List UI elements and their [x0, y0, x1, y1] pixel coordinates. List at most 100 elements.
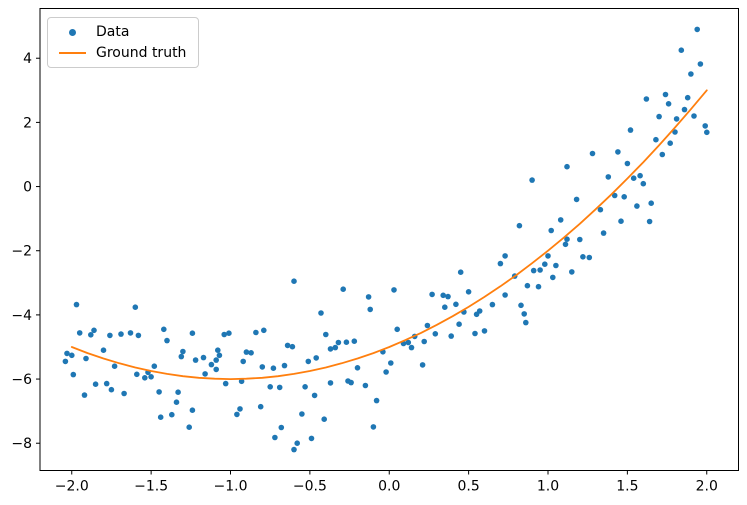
- scatter-point: [335, 339, 342, 346]
- scatter-point: [221, 331, 227, 338]
- scatter-point: [553, 262, 559, 269]
- scatter-point: [175, 389, 181, 396]
- scatter-point: [465, 289, 472, 295]
- ground-truth-curve: [70, 89, 708, 380]
- legend-label-ground-truth: Ground truth: [96, 45, 187, 61]
- scatter-point: [305, 358, 312, 365]
- scatter-point: [318, 310, 324, 316]
- legend: Data Ground truth: [47, 17, 200, 68]
- scatter-point: [678, 47, 685, 53]
- scatter-point: [535, 283, 542, 290]
- scatter-point: [502, 253, 508, 259]
- scatter-point: [111, 363, 118, 370]
- scatter-point: [597, 206, 604, 213]
- scatter-point: [502, 292, 508, 298]
- scatter-point: [276, 384, 283, 391]
- scatter-point: [457, 269, 464, 276]
- scatter-point: [646, 218, 653, 225]
- scatter-point: [148, 374, 154, 380]
- scatter-point: [108, 386, 115, 393]
- scatter-point: [327, 346, 334, 352]
- scatter-point: [189, 330, 196, 337]
- scatter-point: [240, 358, 246, 365]
- scatter-point: [523, 319, 529, 326]
- scatter-point: [569, 269, 575, 275]
- x-axis-tick-label: 1.0: [537, 479, 559, 495]
- scatter-point: [615, 149, 621, 155]
- scatter-point: [621, 194, 627, 200]
- scatter-point: [127, 330, 134, 336]
- scatter-point: [391, 287, 397, 293]
- y-axis-tick-label: 2: [23, 115, 32, 131]
- y-axis-tick-label: 4: [23, 51, 32, 67]
- scatter-point: [343, 339, 350, 346]
- scatter-point: [672, 129, 678, 135]
- scatter-point: [70, 371, 77, 378]
- scatter-point: [453, 301, 459, 308]
- scatter-point: [456, 321, 462, 328]
- scatter-point: [164, 337, 170, 344]
- scatter-point: [564, 236, 570, 242]
- scatter-point: [643, 96, 650, 102]
- scatter-point: [421, 338, 428, 345]
- scatter-point: [291, 446, 297, 453]
- scatter-point: [537, 267, 543, 273]
- scatter-point: [589, 150, 596, 157]
- scatter-point: [370, 424, 377, 430]
- y-axis-tick-label: −4: [11, 308, 32, 324]
- scatter-point: [327, 380, 334, 386]
- scatter-point: [564, 163, 570, 170]
- scatter-point: [497, 260, 504, 267]
- scatter-point: [365, 294, 372, 300]
- y-axis-tick-label: −6: [11, 372, 32, 388]
- scatter-point: [550, 274, 556, 281]
- scatter-point: [627, 127, 634, 133]
- scatter-point: [405, 339, 412, 346]
- scatter-point: [121, 390, 127, 397]
- scatter-point: [299, 411, 305, 417]
- x-axis-tick-label: −2.0: [55, 479, 89, 495]
- scatter-point: [545, 253, 551, 259]
- scatter-point: [208, 361, 215, 368]
- scatter-point: [189, 407, 196, 414]
- scatter-point: [321, 416, 328, 423]
- scatter-point: [73, 301, 80, 308]
- scatter-point: [81, 392, 88, 398]
- scatter-point: [637, 172, 643, 179]
- line-marker-icon: [58, 52, 86, 54]
- scatter-point: [267, 384, 274, 390]
- scatter-point: [542, 261, 548, 268]
- scatter-point: [624, 160, 631, 167]
- scatter-point: [180, 348, 186, 355]
- scatter-point: [516, 222, 523, 229]
- scatter-point: [362, 382, 369, 389]
- scatter-point: [186, 424, 192, 431]
- scatter-point: [394, 326, 401, 333]
- x-axis-tick-label: −1.5: [134, 479, 168, 495]
- scatter-point: [132, 304, 139, 311]
- scatter-point: [234, 411, 240, 418]
- scatter-point: [640, 180, 647, 187]
- scatter-point: [424, 322, 431, 329]
- scatter-point: [76, 330, 83, 336]
- legend-marker-cell: [57, 52, 87, 54]
- scatter-point: [192, 357, 199, 363]
- scatter-point: [529, 177, 535, 183]
- x-axis-tick-label: −1.0: [214, 479, 248, 495]
- scatter-point: [200, 354, 207, 361]
- x-axis-tick-label: 0.5: [457, 479, 479, 495]
- scatter-marker-icon: [68, 28, 76, 36]
- scatter-point: [284, 342, 291, 349]
- scatter-point: [580, 253, 586, 260]
- scatter-point: [432, 331, 439, 337]
- scatter-point: [440, 292, 447, 299]
- x-axis-tick-label: 1.5: [616, 479, 638, 495]
- scatter-point: [472, 330, 478, 337]
- scatter-point: [291, 278, 297, 285]
- scatter-point: [289, 343, 296, 350]
- scatter-point: [429, 291, 435, 298]
- scatter-point: [253, 329, 259, 336]
- scatter-point: [222, 380, 229, 387]
- scatter-point: [681, 106, 688, 113]
- scatter-point: [157, 414, 164, 421]
